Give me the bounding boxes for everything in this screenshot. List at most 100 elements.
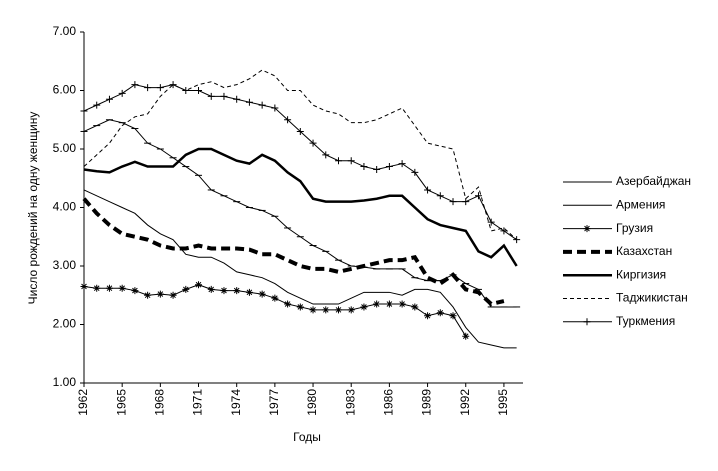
- y-tick-label: 6.00: [53, 83, 77, 97]
- marker: [105, 95, 113, 103]
- marker: [583, 225, 591, 233]
- x-tick-label: 1965: [114, 389, 128, 416]
- marker: [220, 287, 228, 295]
- y-tick-label: 4.00: [53, 200, 77, 214]
- marker: [271, 104, 279, 112]
- x-tick-label: 1980: [305, 389, 319, 416]
- series-line: [82, 197, 505, 307]
- marker: [500, 227, 508, 235]
- marker: [105, 284, 113, 292]
- marker: [347, 306, 355, 314]
- marker: [583, 318, 591, 326]
- marker: [245, 288, 253, 296]
- marker: [80, 107, 88, 115]
- marker: [373, 300, 381, 308]
- marker: [131, 81, 139, 89]
- marker: [195, 281, 203, 289]
- x-tick-label: 1983: [343, 389, 357, 416]
- marker: [436, 192, 444, 200]
- x-tick-label: 1962: [76, 389, 90, 416]
- marker: [80, 282, 88, 290]
- marker: [309, 306, 317, 314]
- marker: [360, 163, 368, 171]
- x-axis-label: Годы: [293, 430, 321, 444]
- legend-label: Киргизия: [616, 267, 666, 281]
- x-tick-label: 1977: [267, 389, 281, 416]
- marker: [284, 116, 292, 124]
- marker: [309, 139, 317, 147]
- legend-label: Таджикистан: [616, 291, 688, 305]
- marker: [169, 81, 177, 89]
- marker: [334, 157, 342, 165]
- series-line: [83, 147, 518, 267]
- marker: [347, 157, 355, 165]
- marker: [334, 306, 342, 314]
- legend-label: Туркмения: [616, 314, 675, 328]
- y-tick-label: 2.00: [53, 317, 77, 331]
- marker: [169, 291, 177, 299]
- marker: [513, 236, 521, 244]
- marker: [424, 186, 432, 194]
- marker: [449, 198, 457, 206]
- marker: [220, 92, 228, 100]
- marker: [322, 151, 330, 159]
- marker: [398, 160, 406, 168]
- series-line: [83, 84, 517, 241]
- marker: [258, 290, 266, 298]
- x-tick-label: 1971: [191, 389, 205, 416]
- legend-label: Казахстан: [616, 244, 672, 258]
- x-tick-label: 1992: [458, 389, 472, 416]
- marker: [296, 127, 304, 135]
- marker: [144, 84, 152, 92]
- marker: [385, 163, 393, 171]
- marker: [207, 285, 215, 293]
- marker: [360, 303, 368, 311]
- marker: [462, 332, 470, 340]
- y-tick-label: 7.00: [53, 24, 77, 38]
- marker: [449, 312, 457, 320]
- marker: [93, 284, 101, 292]
- x-tick-label: 1968: [153, 389, 167, 416]
- marker: [233, 95, 241, 103]
- marker: [156, 84, 164, 92]
- y-axis-label: Число рождений на одну женщину: [26, 112, 40, 305]
- marker: [462, 198, 470, 206]
- marker: [284, 300, 292, 308]
- x-tick-label: 1974: [229, 389, 243, 416]
- x-tick-label: 1995: [496, 389, 510, 416]
- marker: [411, 168, 419, 176]
- series-line: [83, 69, 517, 241]
- marker: [474, 192, 482, 200]
- marker: [436, 309, 444, 317]
- marker: [156, 290, 164, 298]
- series-line: [83, 119, 517, 308]
- legend-label: Армения: [616, 197, 665, 211]
- marker: [258, 101, 266, 109]
- marker: [144, 291, 152, 299]
- marker: [398, 300, 406, 308]
- marker: [233, 287, 241, 295]
- marker: [296, 303, 304, 311]
- x-tick-label: 1986: [382, 389, 396, 416]
- marker: [322, 306, 330, 314]
- marker: [93, 101, 101, 109]
- marker: [487, 218, 495, 226]
- marker: [424, 312, 432, 320]
- marker: [131, 287, 139, 295]
- marker: [195, 87, 203, 94]
- marker: [373, 165, 381, 173]
- legend-label: Азербайджан: [616, 174, 691, 188]
- y-tick-label: 1.00: [53, 375, 77, 389]
- marker: [207, 92, 215, 100]
- y-tick-label: 5.00: [53, 141, 77, 155]
- marker: [385, 300, 393, 308]
- marker: [182, 87, 190, 94]
- marker: [245, 98, 253, 106]
- marker: [182, 285, 190, 293]
- y-tick-label: 3.00: [53, 258, 77, 272]
- marker: [118, 89, 126, 97]
- marker: [271, 294, 279, 302]
- marker: [411, 303, 419, 311]
- x-tick-label: 1989: [420, 389, 434, 416]
